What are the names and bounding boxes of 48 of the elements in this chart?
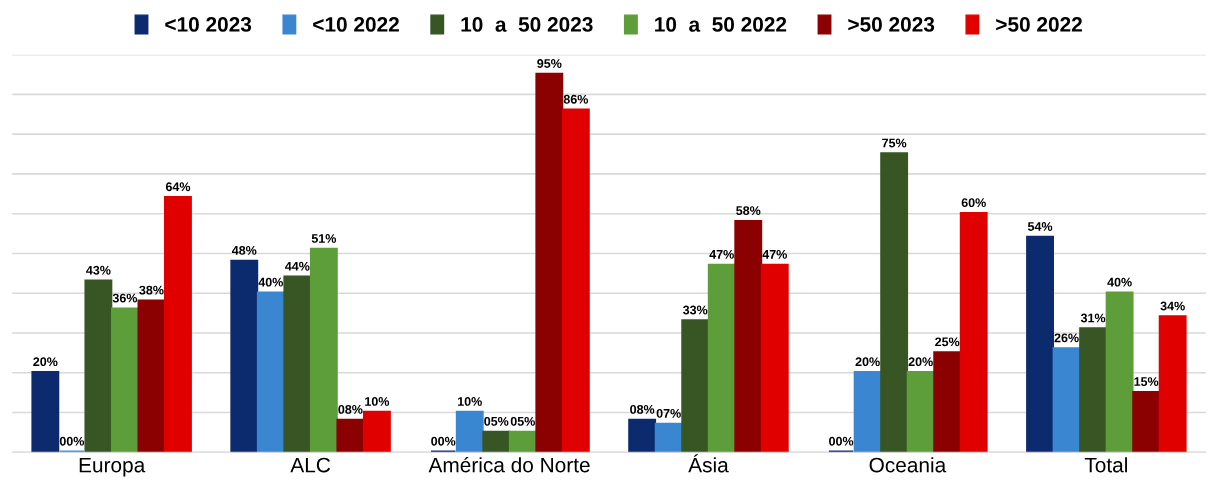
data-label: 10% xyxy=(365,397,390,406)
x-tick-label: ALC xyxy=(290,457,331,473)
data-label: 20% xyxy=(855,357,880,367)
data-label: 40% xyxy=(1107,277,1132,287)
data-label: 54% xyxy=(1027,222,1053,231)
legend-label: <10 2023 xyxy=(165,17,252,32)
x-tick-label: Oceania xyxy=(869,457,947,473)
data-label: 08% xyxy=(630,404,655,414)
data-label: 33% xyxy=(682,305,708,315)
data-label: 00% xyxy=(829,436,854,446)
data-label: 48% xyxy=(231,245,257,255)
data-label: 60% xyxy=(961,198,986,208)
legend-label: 10 a 50 2023 xyxy=(461,17,593,32)
data-label: 15% xyxy=(1134,377,1159,386)
data-label: 43% xyxy=(86,265,111,275)
data-label: 10% xyxy=(458,397,482,406)
data-label: 20% xyxy=(908,357,933,367)
data-label: 20% xyxy=(33,357,58,367)
data-label: 25% xyxy=(935,337,960,347)
data-label: 05% xyxy=(484,416,509,426)
x-tick-label: Total xyxy=(1084,457,1127,473)
data-label: 26% xyxy=(1054,333,1079,343)
data-label: 34% xyxy=(1160,301,1185,311)
legend-label: <10 2022 xyxy=(313,17,399,32)
data-label: 64% xyxy=(165,182,191,192)
data-label: 58% xyxy=(736,206,761,216)
data-label: 95% xyxy=(537,59,562,68)
data-label: 36% xyxy=(112,293,138,303)
data-label: 47% xyxy=(762,249,787,259)
data-label: 08% xyxy=(338,404,363,414)
data-label: 47% xyxy=(709,249,734,259)
data-label: 07% xyxy=(656,408,681,418)
x-tick-label: América do Norte xyxy=(428,456,590,473)
legend-label: 10 a 50 2022 xyxy=(655,17,787,32)
data-label: 31% xyxy=(1080,313,1106,323)
data-label: 00% xyxy=(431,436,456,446)
x-tick-label: Ásia xyxy=(688,454,729,473)
data-label: 75% xyxy=(882,138,907,148)
data-label: 51% xyxy=(311,234,337,243)
data-label: 38% xyxy=(139,285,164,295)
legend-label: >50 2022 xyxy=(996,17,1082,32)
legend-label: >50 2023 xyxy=(848,17,935,32)
data-label: 05% xyxy=(510,416,535,426)
data-label: 40% xyxy=(258,277,283,287)
data-label: 86% xyxy=(563,94,589,104)
data-label: 44% xyxy=(285,261,310,271)
x-tick-label: Europa xyxy=(79,457,146,477)
data-label: 00% xyxy=(59,436,85,446)
